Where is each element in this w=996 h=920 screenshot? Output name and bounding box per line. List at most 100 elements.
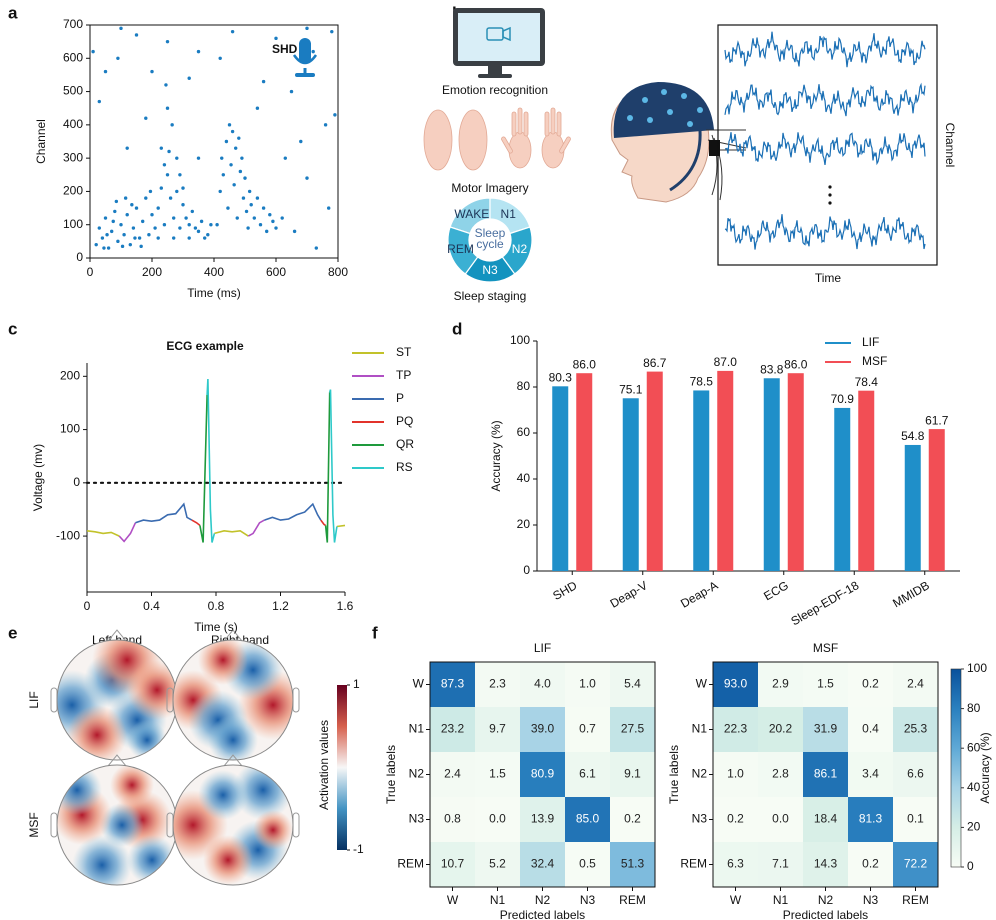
point: [113, 209, 117, 214]
point: [156, 236, 160, 240]
heatmap-cell: [713, 707, 758, 752]
x-axis-label: Time (s): [194, 620, 238, 634]
y-tick-label: 500: [63, 84, 83, 98]
point: [187, 223, 191, 227]
cell-label: 0.8: [444, 812, 461, 826]
cell-label: 93.0: [724, 677, 748, 691]
wheel-stage-label: N3: [482, 263, 498, 277]
point: [230, 129, 235, 134]
wheel-center: [470, 220, 510, 260]
heatmap-cell: [430, 752, 475, 797]
topomap: [173, 640, 293, 760]
point: [247, 189, 252, 194]
signal-box: [717, 24, 938, 266]
point: [268, 213, 272, 217]
point: [184, 216, 188, 220]
heatmap-cell: [893, 752, 938, 797]
point: [130, 203, 134, 207]
point: [190, 209, 194, 214]
cell-label: 2.4: [444, 767, 461, 781]
x-tick-label: 400: [204, 265, 224, 279]
y-axis-label: Accuracy (%): [489, 420, 503, 491]
cell-label: 2.4: [907, 677, 924, 691]
heatmap-cell: [520, 752, 565, 797]
heatmap-cell: [803, 707, 848, 752]
x-tick-label: 1.2: [272, 599, 289, 613]
x-tick-label: 0.8: [208, 599, 225, 613]
wheel-stage-label: N1: [501, 207, 517, 221]
y-tick-label: 60: [517, 425, 531, 439]
eeg-trace: [724, 132, 926, 166]
point: [221, 173, 225, 177]
colorbar-tick-label: 60: [967, 740, 981, 754]
y-tick-label: 100: [63, 217, 83, 231]
value-label: 78.4: [855, 375, 879, 389]
blob: [198, 640, 248, 685]
point: [114, 199, 119, 204]
heatmap-cell: [565, 797, 610, 842]
point: [271, 219, 275, 224]
point: [196, 156, 201, 160]
cell-label: 2.8: [772, 767, 789, 781]
point: [311, 49, 315, 54]
topomap: [173, 765, 293, 885]
heatmap-cell: [610, 707, 655, 752]
point: [134, 206, 139, 210]
y-tick-label: 0: [73, 475, 80, 489]
x-tick-label: N3: [863, 893, 879, 907]
wheel-sector: [489, 197, 531, 235]
legend-label: TP: [396, 368, 411, 382]
point: [229, 163, 233, 167]
heatmap-cell: [475, 752, 520, 797]
heatmap-cell: [848, 797, 893, 842]
axes: [86, 363, 345, 593]
topomap: [57, 640, 177, 760]
point: [139, 244, 143, 249]
y-tick-label: 700: [63, 17, 83, 31]
heatmap-cell: [758, 797, 803, 842]
bar: [858, 390, 875, 571]
bar: [693, 390, 710, 571]
value-label: 78.5: [690, 375, 714, 389]
point: [116, 56, 120, 60]
nose: [107, 629, 127, 642]
value-label: 54.8: [901, 429, 925, 443]
point: [305, 176, 309, 180]
legend-label: PQ: [396, 414, 413, 428]
point: [125, 213, 129, 217]
point: [141, 219, 145, 224]
legend-label: ST: [396, 345, 412, 359]
cell-label: 51.3: [621, 857, 645, 871]
point: [162, 223, 167, 227]
colorbar-label: Activation values: [317, 720, 331, 810]
point: [170, 123, 174, 127]
y-tick-label: 600: [63, 50, 83, 64]
heatmap-cell: [893, 707, 938, 752]
heatmap-cell: [475, 707, 520, 752]
point: [178, 173, 182, 177]
x-tick-label: W: [447, 893, 459, 907]
point: [215, 223, 219, 227]
x-tick-label: N1: [773, 893, 789, 907]
point: [252, 216, 256, 220]
heatmap-cell: [758, 662, 803, 707]
x-tick-label: Deap-A: [678, 578, 720, 610]
cell-label: 39.0: [531, 722, 555, 736]
cell-label: 20.2: [769, 722, 793, 736]
heatmap-cell: [520, 707, 565, 752]
point: [120, 244, 125, 249]
eeg-trace: [724, 31, 926, 68]
y-tick-label: 20: [517, 517, 531, 531]
wheel-stage-label: WAKE: [454, 207, 489, 221]
colorbar-tick-label: 80: [967, 701, 981, 715]
point: [131, 226, 136, 230]
point: [106, 246, 111, 250]
point: [238, 169, 243, 174]
y-tick-label: REM: [397, 857, 424, 871]
cell-label: 0.0: [772, 812, 789, 826]
cell-label: 1.0: [579, 677, 596, 691]
bar: [763, 378, 780, 571]
topomaps: [50, 629, 300, 886]
point: [261, 79, 266, 84]
